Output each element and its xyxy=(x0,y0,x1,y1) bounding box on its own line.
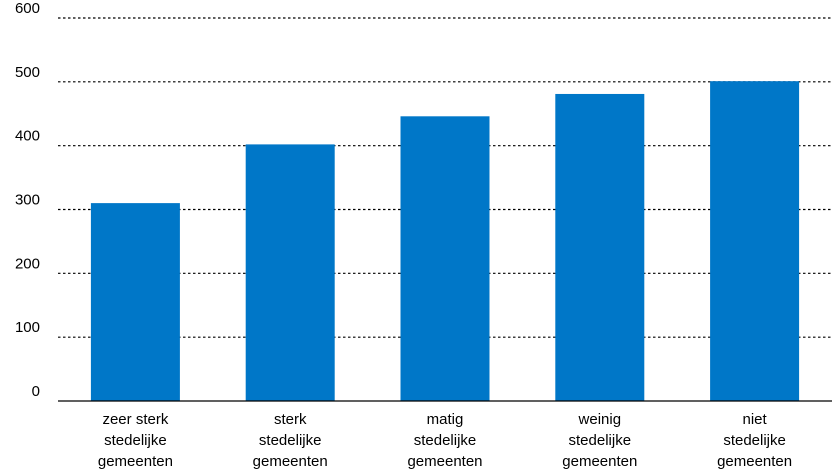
y-tick-label: 100 xyxy=(15,319,40,336)
x-category-label: sterk xyxy=(274,411,307,428)
x-category-label: gemeenten xyxy=(562,453,637,470)
bar xyxy=(245,144,335,401)
bars xyxy=(90,81,800,401)
x-category-label: gemeenten xyxy=(407,453,482,470)
y-tick-label: 0 xyxy=(32,383,40,400)
x-category-label: gemeenten xyxy=(717,453,792,470)
x-category-label: stedelijke xyxy=(104,432,167,449)
x-category-label: zeer sterk xyxy=(102,411,168,428)
bar xyxy=(555,93,645,401)
y-tick-label: 500 xyxy=(15,64,40,81)
y-axis-tick-labels: 0 100 200 300 400 500 600 xyxy=(15,0,40,400)
x-axis-category-labels: zeer sterk stedelijke gemeenten sterk stedel… xyxy=(98,411,792,470)
bar xyxy=(710,81,800,401)
y-tick-label: 300 xyxy=(15,192,40,209)
bar xyxy=(90,203,180,401)
x-category-label: stedelijke xyxy=(259,432,322,449)
x-category-label: gemeenten xyxy=(253,453,328,470)
bar xyxy=(400,116,490,401)
y-tick-label: 600 xyxy=(15,0,40,17)
x-category-label: stedelijke xyxy=(569,432,632,449)
x-category-label: gemeenten xyxy=(98,453,173,470)
x-category-label: stedelijke xyxy=(723,432,786,449)
x-category-label: stedelijke xyxy=(414,432,477,449)
y-tick-label: 400 xyxy=(15,128,40,145)
y-tick-label: 200 xyxy=(15,255,40,272)
x-category-label: matig xyxy=(427,411,464,428)
x-category-label: niet xyxy=(743,411,768,428)
x-category-label: weinig xyxy=(578,411,622,428)
